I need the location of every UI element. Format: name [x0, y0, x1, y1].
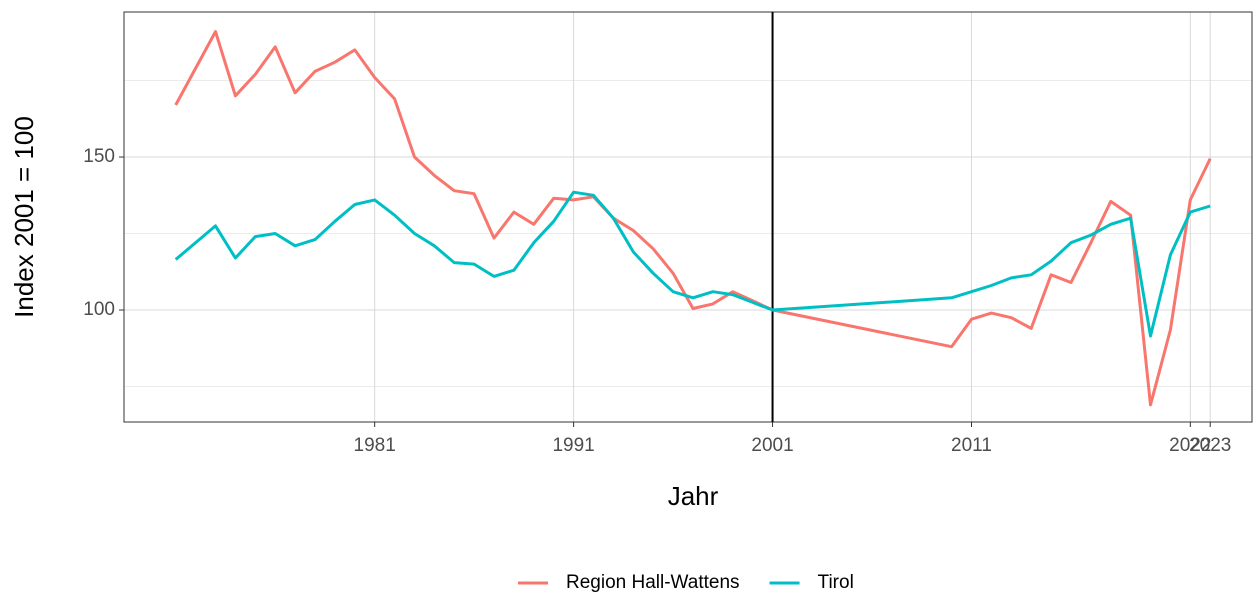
- y-tick-label: 150: [83, 146, 115, 167]
- x-tick-label: 2022: [1169, 435, 1211, 456]
- line-series: [174, 190, 1211, 338]
- panel-border: [123, 11, 1253, 423]
- x-tick-label: 2011: [951, 435, 992, 456]
- line-series: [174, 30, 1212, 407]
- x-tick-label: 2023: [1189, 435, 1231, 456]
- x-tick-label: 1991: [552, 435, 594, 456]
- x-tick-label: 1981: [354, 435, 396, 456]
- legend-label: Tirol: [818, 572, 854, 593]
- x-axis-title: Jahr: [668, 481, 719, 511]
- y-axis-title: Index 2001 = 100: [9, 116, 39, 318]
- x-tick-label: 2001: [751, 435, 793, 456]
- legend-label: Region Hall-Wattens: [566, 572, 740, 593]
- y-tick-label: 100: [83, 299, 115, 320]
